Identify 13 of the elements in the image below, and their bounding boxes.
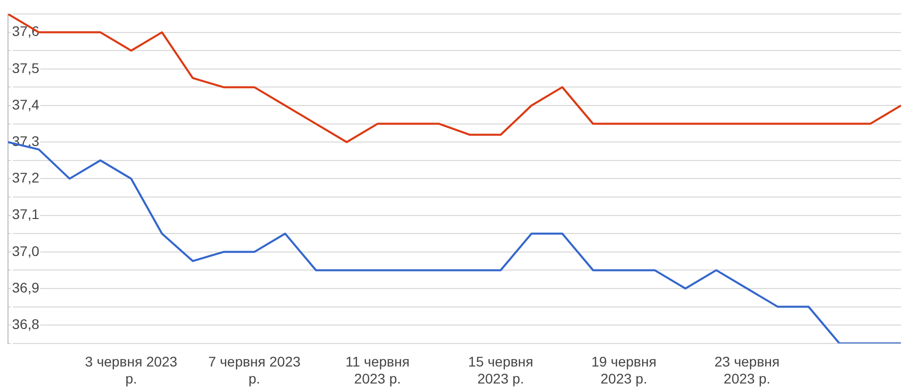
x-tick-label: 19 червня 2023 р. xyxy=(591,354,656,386)
y-tick-label: 36,9 xyxy=(12,279,40,296)
x-tick-label: 15 червня 2023 р. xyxy=(468,354,534,386)
y-tick-label: 37,1 xyxy=(12,206,40,222)
y-tick-label: 37,4 xyxy=(12,96,40,112)
x-tick-label: 7 червня 2023 р. xyxy=(208,354,301,386)
x-tick-label: 11 червня 2023 р. xyxy=(345,354,410,386)
y-tick-label: 36,8 xyxy=(12,316,40,332)
x-tick-label: 23 червня 2023 р. xyxy=(714,354,780,386)
y-tick-label: 37,0 xyxy=(12,242,40,259)
x-tick-label: 3 червня 2023 р. xyxy=(85,354,178,386)
y-tick-label: 37,5 xyxy=(12,60,40,76)
y-tick-label: 37,2 xyxy=(12,170,40,186)
